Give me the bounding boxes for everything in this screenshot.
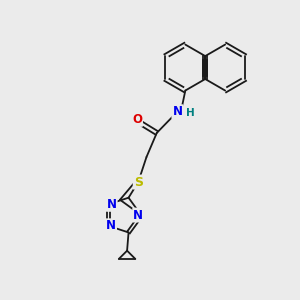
Text: S: S bbox=[134, 176, 143, 189]
Text: N: N bbox=[172, 105, 182, 118]
Text: N: N bbox=[106, 219, 116, 232]
Text: O: O bbox=[132, 113, 142, 126]
Text: N: N bbox=[133, 208, 143, 222]
Text: H: H bbox=[186, 108, 195, 118]
Text: N: N bbox=[107, 198, 117, 211]
